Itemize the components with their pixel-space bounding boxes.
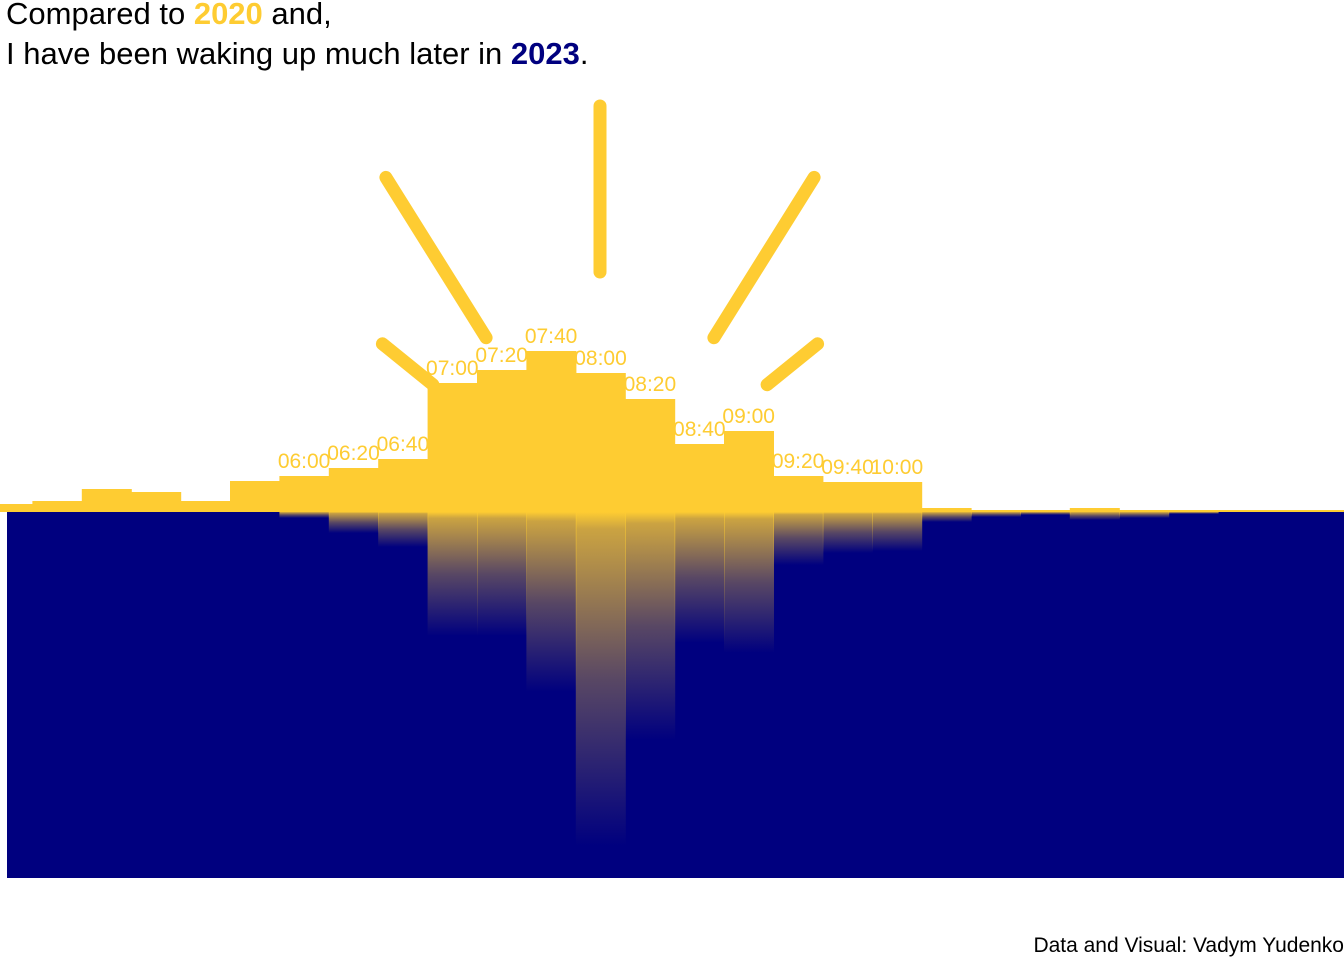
- bar-2023-11:20: [1069, 512, 1120, 520]
- sun-ray: [375, 337, 440, 392]
- bar-2020-04:20: [32, 501, 83, 512]
- title-text-1b: and,: [262, 0, 332, 31]
- bar-2020-05:40: [230, 481, 280, 512]
- title-line-2: I have been waking up much later in 2023…: [6, 38, 589, 69]
- bar-2020-08:40: [674, 444, 725, 512]
- bar-2023-06:00: [279, 512, 330, 518]
- year-2023-highlight: 2023: [510, 36, 580, 71]
- bar-2023-06:40: [378, 512, 429, 547]
- title-text-2a: I have been waking up much later in: [6, 36, 511, 71]
- sun-ray: [707, 170, 821, 345]
- bar-2020-04:40: [81, 489, 132, 512]
- sun-ray: [379, 170, 493, 345]
- bars-2023: [279, 512, 1219, 846]
- bar-2020-05:20: [180, 501, 231, 512]
- bar-2020-06:20: [328, 468, 379, 512]
- bar-2023-09:20: [773, 512, 824, 565]
- bar-2020-09:20: [773, 476, 824, 512]
- bar-2023-08:00: [575, 512, 626, 846]
- caption: Data and Visual: Vadym Yudenko: [1033, 934, 1344, 957]
- time-label-07:20: 07:20: [475, 344, 528, 367]
- bar-2020-05:00: [131, 492, 182, 512]
- bar-2020-09:00: [724, 431, 774, 512]
- time-label-08:00: 08:00: [574, 347, 627, 370]
- bar-2020-04:00: [0, 504, 33, 512]
- bar-2023-07:40: [526, 512, 577, 692]
- time-label-09:00: 09:00: [722, 405, 775, 428]
- time-label-10:00: 10:00: [871, 456, 924, 479]
- bar-2023-07:00: [427, 512, 478, 636]
- bar-2023-07:20: [477, 512, 527, 636]
- sun-ray: [760, 337, 825, 392]
- bar-2023-11:40: [1119, 512, 1170, 518]
- bar-2020-08:00: [575, 373, 626, 512]
- bar-2020-10:00: [872, 482, 923, 512]
- bar-2023-09:00: [724, 512, 774, 653]
- time-label-07:00: 07:00: [426, 357, 479, 380]
- bar-2023-10:00: [872, 512, 923, 551]
- bar-2023-08:40: [674, 512, 725, 643]
- bar-2020-07:00: [427, 383, 478, 512]
- bar-2023-06:20: [328, 512, 379, 533]
- bar-2023-11:00: [1020, 512, 1071, 515]
- bar-2020-06:00: [279, 476, 330, 512]
- bar-2023-09:40: [822, 512, 873, 553]
- bar-2020-07:20: [477, 370, 527, 512]
- bar-2020-08:20: [625, 399, 676, 512]
- time-label-06:00: 06:00: [278, 450, 331, 473]
- bars-2020: [0, 351, 1268, 512]
- time-label-07:40: 07:40: [525, 325, 578, 348]
- time-label-08:20: 08:20: [624, 373, 677, 396]
- time-label-09:20: 09:20: [772, 450, 825, 473]
- sun-rays: [375, 99, 825, 392]
- bar-2023-08:20: [625, 512, 676, 740]
- bar-2023-10:40: [971, 512, 1021, 517]
- bar-2020-09:40: [822, 482, 873, 512]
- title-line-1: Compared to 2020 and,: [6, 0, 332, 29]
- time-label-09:40: 09:40: [821, 456, 874, 479]
- bar-2020-06:40: [378, 459, 429, 512]
- bar-2020-07:40: [526, 351, 577, 512]
- time-label-06:20: 06:20: [327, 442, 380, 465]
- year-2020-highlight: 2020: [193, 0, 263, 31]
- time-label-08:40: 08:40: [673, 418, 726, 441]
- time-label-06:40: 06:40: [377, 433, 430, 456]
- bar-2023-12:00: [1168, 512, 1219, 514]
- bar-2023-10:20: [921, 512, 972, 522]
- title-text-2b: .: [579, 36, 589, 71]
- title-text-1a: Compared to: [6, 0, 194, 31]
